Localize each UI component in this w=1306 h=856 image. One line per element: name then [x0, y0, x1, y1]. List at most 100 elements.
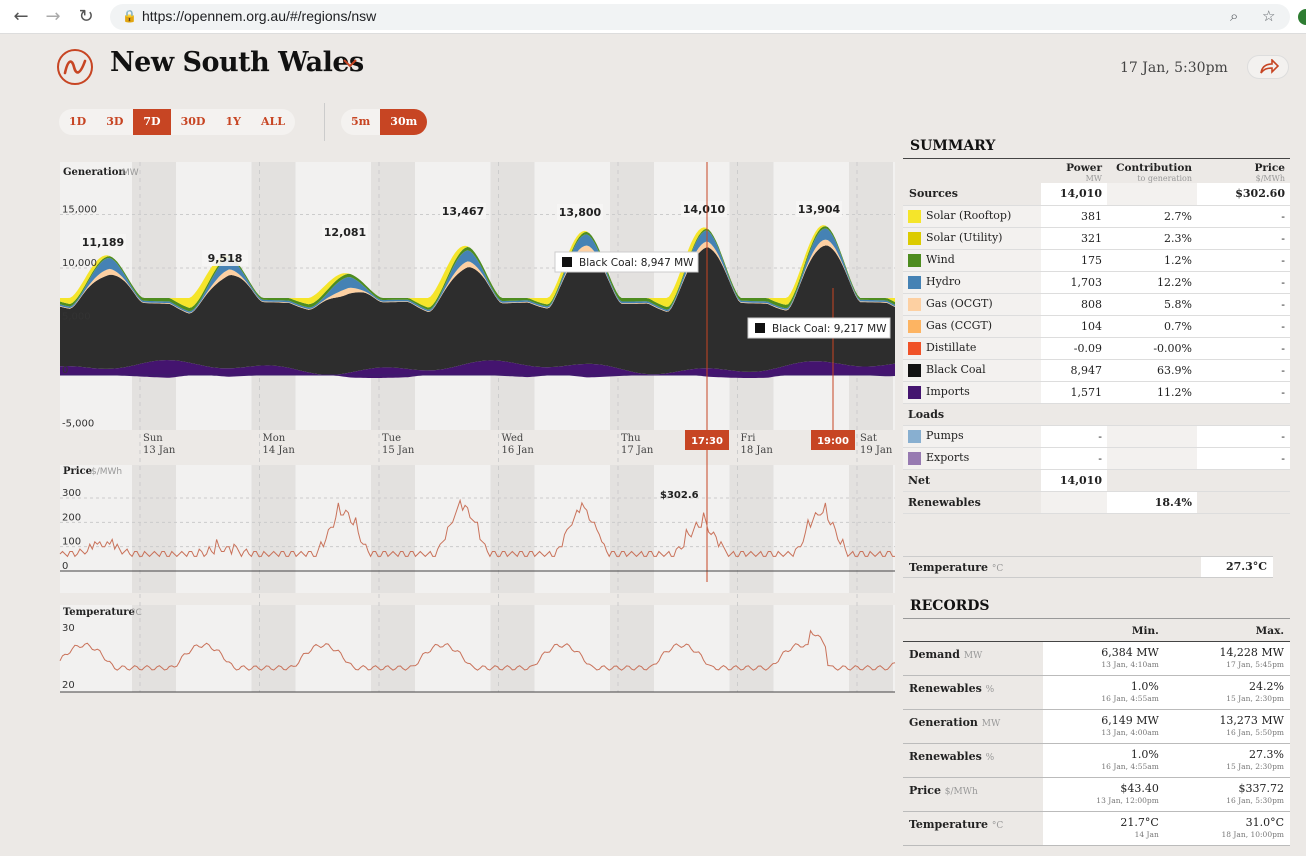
- load-row[interactable]: Exports - -: [903, 447, 1290, 470]
- source-name: Gas (OCGT): [926, 297, 993, 311]
- source-row[interactable]: Hydro 1,703 12.2% -: [903, 271, 1290, 294]
- night-band: [610, 465, 654, 593]
- peak-label: 13,904: [798, 203, 841, 216]
- price-tick-label: 100: [62, 537, 81, 548]
- record-max-date: 15 Jan, 2:30pm: [1226, 694, 1284, 703]
- source-row[interactable]: Distillate -0.09 -0.00% -: [903, 337, 1290, 360]
- source-contribution: -0.00%: [1153, 341, 1192, 355]
- renewables-row[interactable]: Renewables 18.4%: [903, 491, 1290, 514]
- records-table: Min. Max. Demand MW 6,384 MW 13 Jan, 4:10a…: [903, 619, 1290, 846]
- record-min-date: 16 Jan, 4:55am: [1101, 762, 1159, 771]
- source-contribution: 12.2%: [1157, 275, 1192, 289]
- legend-swatch: [908, 385, 921, 399]
- range-1y-button[interactable]: 1Y: [225, 115, 241, 128]
- range-1d-button[interactable]: 1D: [69, 115, 87, 128]
- source-price: -: [1281, 253, 1285, 267]
- source-row[interactable]: Gas (OCGT) 808 5.8% -: [903, 293, 1290, 316]
- loads-header-row[interactable]: Loads: [903, 403, 1290, 426]
- record-row: Temperature °C 21.7°C 14 Jan 31.0°C 18 Jan, …: [903, 811, 1290, 846]
- y-tick-label: 5,000: [62, 312, 91, 323]
- y-tick-label: 10,000: [62, 258, 97, 269]
- source-name: Imports: [926, 385, 970, 399]
- legend-swatch: [908, 231, 921, 245]
- record-max: 27.3%: [1249, 748, 1284, 761]
- bookmark-star-icon[interactable]: ☆: [1262, 7, 1276, 25]
- load-name: Exports: [926, 451, 970, 465]
- peak-label: 9,518: [208, 252, 243, 265]
- reload-icon[interactable]: ↻: [78, 6, 94, 27]
- legend-swatch: [908, 363, 921, 377]
- record-max-date: 17 Jan, 5:45pm: [1226, 660, 1284, 669]
- peak-label: 13,467: [442, 205, 484, 218]
- hover-time-badge[interactable]: [685, 430, 729, 450]
- record-max-date: 15 Jan, 2:30pm: [1226, 762, 1284, 771]
- profile-avatar[interactable]: [1298, 9, 1306, 25]
- peak-label: 12,081: [324, 226, 366, 239]
- source-contribution: 5.8%: [1164, 297, 1192, 311]
- interval-30m-button[interactable]: 30m: [380, 109, 428, 135]
- range-30d-button[interactable]: 30D: [180, 115, 206, 128]
- price-marker-label: $302.6: [660, 490, 699, 501]
- record-max: 14,228 MW: [1219, 646, 1284, 659]
- source-power: 1,571: [1070, 385, 1103, 399]
- focus-time-badge[interactable]: [811, 430, 855, 450]
- source-contribution: 2.3%: [1164, 231, 1192, 245]
- source-name: Distillate: [926, 341, 977, 355]
- generation-title: Generation: [63, 167, 126, 178]
- url-text[interactable]: https://opennem.org.au/#/regions/nsw: [142, 8, 377, 24]
- opennem-logo[interactable]: [57, 49, 93, 85]
- range-7d-button[interactable]: 7D: [133, 109, 171, 135]
- price-unit: $/MWh: [91, 467, 122, 477]
- address-bar[interactable]: 🔒 https://opennem.org.au/#/regions/nsw ⌕…: [110, 4, 1290, 30]
- range-all-button[interactable]: ALL: [260, 115, 285, 128]
- source-price: -: [1281, 363, 1285, 377]
- renewables-label: Renewables: [908, 495, 981, 509]
- peak-label: 14,010: [683, 203, 726, 216]
- night-band: [490, 605, 535, 692]
- source-row[interactable]: Imports 1,571 11.2% -: [903, 381, 1290, 404]
- hover-tooltip-swatch: [562, 257, 572, 267]
- summary-temperature-value: 27.3°C: [1201, 557, 1273, 577]
- forward-icon[interactable]: →: [45, 6, 61, 27]
- zoom-icon[interactable]: ⌕: [1230, 7, 1239, 25]
- record-name: Renewables: [909, 682, 982, 695]
- source-row[interactable]: Solar (Rooftop) 381 2.7% -: [903, 205, 1290, 228]
- y-tick-label: -5,000: [62, 419, 94, 430]
- net-row[interactable]: Net 14,010: [903, 469, 1290, 492]
- record-name: Price: [909, 784, 941, 797]
- current-datetime: 17 Jan, 5:30pm: [1120, 60, 1228, 76]
- chevron-down-icon[interactable]: [342, 58, 358, 68]
- load-row[interactable]: Pumps - -: [903, 425, 1290, 448]
- source-price: -: [1281, 209, 1285, 223]
- date-label: 18 Jan: [741, 445, 774, 456]
- source-row[interactable]: Gas (CCGT) 104 0.7% -: [903, 315, 1290, 338]
- record-min: 1.0%: [1130, 680, 1159, 693]
- source-name: Solar (Rooftop): [926, 209, 1012, 223]
- region-title[interactable]: New South Wales: [110, 47, 364, 78]
- night-band: [251, 465, 296, 593]
- focus-tooltip-swatch: [755, 323, 765, 333]
- source-row[interactable]: Black Coal 8,947 63.9% -: [903, 359, 1290, 382]
- source-row[interactable]: Wind 175 1.2% -: [903, 249, 1290, 272]
- peak-label-bg: [80, 234, 126, 250]
- record-max: 13,273 MW: [1219, 714, 1284, 727]
- peak-label-bg: [440, 203, 486, 219]
- source-power: 808: [1081, 297, 1102, 311]
- temperature-tick-label: 30: [62, 623, 75, 634]
- share-button[interactable]: [1247, 55, 1289, 79]
- price-title: Price: [63, 466, 92, 477]
- hover-tooltip-box: [554, 251, 699, 273]
- source-contribution: 11.2%: [1157, 385, 1192, 399]
- day-label: Sun: [143, 433, 163, 444]
- back-icon[interactable]: ←: [13, 6, 29, 27]
- legend-swatch: [908, 209, 921, 223]
- net-label: Net: [908, 473, 931, 487]
- source-row[interactable]: Solar (Utility) 321 2.3% -: [903, 227, 1290, 250]
- range-3d-button[interactable]: 3D: [106, 115, 124, 128]
- summary-title: SUMMARY: [903, 138, 1290, 159]
- night-band: [132, 465, 176, 593]
- date-label: 15 Jan: [382, 445, 415, 456]
- record-name: Renewables: [909, 750, 982, 763]
- interval-5m-button[interactable]: 5m: [351, 115, 371, 128]
